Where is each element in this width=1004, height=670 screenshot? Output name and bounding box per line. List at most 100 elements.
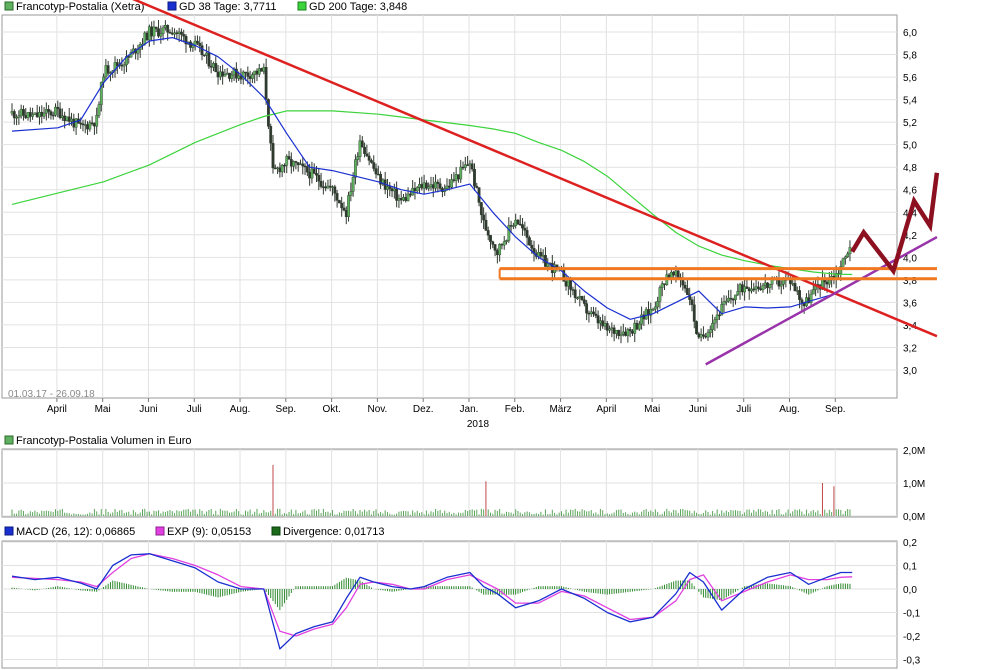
price-candle: [571, 289, 575, 291]
price-candle: [312, 168, 316, 174]
price-candle: [218, 71, 222, 78]
price-candle: [83, 124, 87, 126]
price-candle: [736, 291, 740, 296]
price-candle: [649, 309, 653, 316]
price-candle: [663, 283, 666, 285]
price-candle: [768, 284, 772, 289]
price-candle: [601, 320, 605, 327]
volume-grid: [2, 449, 897, 517]
price-candle: [415, 187, 419, 192]
price-candle: [104, 65, 108, 78]
price-candle: [740, 284, 744, 293]
price-candle: [505, 240, 508, 242]
macd-y-tick: -0,3: [903, 656, 921, 667]
price-x-tick: Jan.: [460, 404, 479, 415]
price-candle: [489, 235, 492, 242]
price-candle: [734, 294, 737, 300]
macd-frame: [1, 540, 898, 669]
price-candle: [592, 311, 595, 315]
price-candle: [360, 140, 364, 148]
price-y-tick: 3,2: [903, 343, 917, 354]
price-candle: [695, 321, 698, 335]
price-candle: [404, 197, 408, 201]
price-candle: [454, 174, 458, 181]
price-candle: [326, 185, 330, 189]
price-candle: [704, 335, 708, 338]
legend-swatch-macd: [4, 526, 14, 536]
price-candle: [90, 122, 94, 124]
legend-ma38: GD 38 Tage: 3,7711: [179, 1, 276, 13]
price-candle: [205, 52, 209, 56]
price-candle: [168, 32, 172, 34]
price-candle: [331, 186, 334, 188]
macd-y-tick: 0,0: [903, 585, 917, 596]
exp-line: [11, 553, 853, 637]
price-candle: [473, 168, 476, 187]
price-candle: [15, 117, 18, 119]
price-candle: [200, 45, 204, 56]
price-candle: [617, 330, 621, 337]
price-candle: [582, 299, 586, 304]
price-candle: [580, 296, 584, 300]
price-candle: [280, 164, 284, 173]
price-candle: [363, 146, 366, 154]
macd-y-tick: -0,1: [903, 609, 921, 620]
downtrend-line: [132, 0, 938, 338]
price-candle: [475, 185, 479, 188]
legend-swatch-ma38: [167, 1, 177, 11]
price-candle: [159, 33, 163, 37]
date-range-label: 01.03.17 - 26.09.18: [8, 389, 95, 400]
price-candle: [292, 161, 296, 167]
price-candle: [253, 70, 257, 75]
price-candle: [143, 32, 147, 45]
price-candle: [596, 315, 600, 324]
price-candle: [120, 64, 124, 67]
price-candle: [626, 329, 630, 336]
price-x-axis: April Mai Juni Juli Aug. Sep. Okt. Nov. Dez. Jan.…: [47, 398, 846, 415]
divergence-histogram: [11, 577, 851, 611]
price-candle: [28, 112, 32, 117]
price-candle: [198, 42, 202, 46]
price-candle: [452, 179, 456, 181]
price-candle: [427, 186, 431, 189]
price-candle: [468, 163, 472, 166]
price-candle: [397, 198, 401, 201]
price-candle: [260, 68, 263, 72]
price-candle: [447, 185, 451, 188]
price-candle: [608, 328, 611, 331]
price-candle: [438, 183, 442, 189]
price-candle: [498, 243, 502, 256]
price-candle: [518, 223, 522, 226]
price-candle: [811, 289, 815, 295]
price-candle: [738, 284, 742, 292]
price-candle: [495, 250, 499, 256]
price-x-tick: März: [549, 404, 571, 415]
price-candle: [825, 281, 829, 285]
price-candle: [395, 188, 399, 201]
price-candle: [697, 333, 701, 338]
price-candle: [246, 72, 250, 77]
price-y-tick: 3,0: [903, 366, 917, 377]
price-candle: [482, 214, 486, 221]
price-candle: [49, 111, 53, 116]
price-candle: [516, 219, 520, 225]
price-candle: [299, 163, 302, 166]
price-y-tick: 5,2: [903, 118, 917, 129]
price-candle: [715, 314, 719, 321]
price-candle: [237, 75, 241, 79]
price-legend: Francotyp-Postalia (Xetra) GD 38 Tage: 3…: [4, 1, 407, 13]
price-candle: [486, 230, 490, 236]
price-candle: [674, 270, 678, 276]
price-candle: [708, 329, 712, 333]
price-candle: [367, 155, 371, 161]
price-candle: [147, 26, 151, 41]
price-candle: [747, 288, 751, 292]
price-x-tick: Juni: [689, 404, 707, 415]
price-candle: [342, 207, 346, 211]
price-candle: [635, 322, 639, 330]
price-candle: [523, 228, 527, 231]
price-candle: [276, 167, 279, 169]
price-candle: [637, 323, 641, 330]
ma38-line: [11, 36, 853, 320]
price-candle: [106, 65, 110, 74]
